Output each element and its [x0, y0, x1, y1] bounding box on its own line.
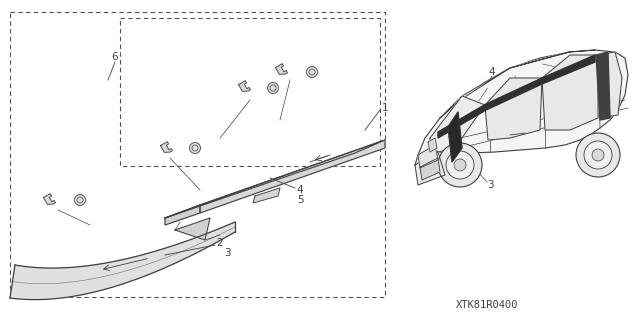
Circle shape: [576, 133, 620, 177]
Text: 2: 2: [460, 150, 467, 160]
Text: XTK81R0400: XTK81R0400: [456, 300, 518, 310]
Text: 4: 4: [489, 67, 495, 77]
Polygon shape: [440, 50, 595, 118]
Polygon shape: [438, 55, 595, 138]
Circle shape: [446, 151, 474, 179]
Polygon shape: [165, 140, 385, 218]
Polygon shape: [418, 145, 438, 168]
Text: 3: 3: [486, 180, 493, 190]
Polygon shape: [596, 52, 610, 120]
Polygon shape: [542, 55, 598, 130]
Text: 5: 5: [297, 195, 303, 205]
Circle shape: [74, 195, 86, 205]
Polygon shape: [239, 81, 250, 91]
Polygon shape: [415, 152, 445, 185]
Text: 5: 5: [577, 113, 583, 123]
Circle shape: [438, 143, 482, 187]
Polygon shape: [428, 138, 437, 152]
Polygon shape: [485, 78, 542, 140]
Bar: [10, 12, 385, 297]
Polygon shape: [415, 50, 628, 165]
Bar: [120, 18, 380, 166]
Circle shape: [584, 141, 612, 169]
Polygon shape: [10, 222, 235, 300]
Polygon shape: [448, 112, 462, 162]
Circle shape: [268, 83, 278, 93]
Circle shape: [189, 143, 200, 153]
Polygon shape: [161, 142, 172, 152]
Polygon shape: [175, 218, 210, 240]
Circle shape: [307, 66, 317, 78]
Text: 3: 3: [224, 248, 230, 258]
Text: 6: 6: [112, 52, 118, 62]
Polygon shape: [420, 158, 440, 180]
Polygon shape: [44, 194, 56, 204]
Polygon shape: [253, 188, 280, 203]
Text: 1: 1: [382, 103, 388, 113]
Circle shape: [454, 159, 466, 171]
Circle shape: [592, 149, 604, 161]
Text: 4: 4: [297, 185, 303, 195]
Polygon shape: [200, 140, 385, 213]
Polygon shape: [275, 64, 287, 74]
Polygon shape: [430, 96, 485, 152]
Polygon shape: [165, 205, 200, 225]
Text: 2: 2: [217, 238, 223, 248]
Polygon shape: [598, 52, 622, 118]
